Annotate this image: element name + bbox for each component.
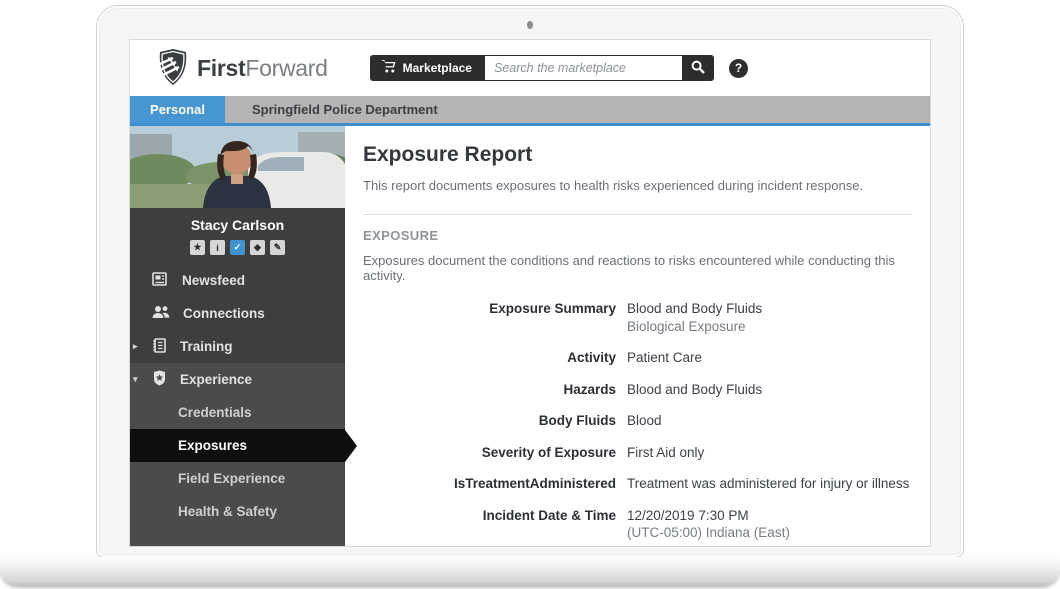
award-star-icon[interactable]: ★ <box>190 240 205 255</box>
field-value: Patient Care <box>627 350 703 366</box>
page-title: Exposure Report <box>363 143 533 166</box>
marketplace-search-bar: Marketplace ? <box>369 55 748 81</box>
laptop-frame: FirstForward Marketplace <box>96 5 964 558</box>
section-divider <box>363 214 912 215</box>
notebook-icon <box>152 337 167 356</box>
sub-item-label: Exposures <box>178 438 248 453</box>
shield-arrows-logo-icon <box>146 48 192 88</box>
newspaper-icon <box>152 271 169 290</box>
sidebar-item-connections[interactable]: Connections <box>130 297 345 330</box>
field-value: Blood and Body Fluids <box>627 381 763 397</box>
field-value-secondary: (UTC-05:00) Indiana (East) <box>627 525 790 541</box>
sidebar-item-newsfeed[interactable]: Newsfeed <box>130 264 345 297</box>
info-icon[interactable]: i <box>210 240 225 255</box>
webcam-icon <box>527 21 533 29</box>
brand-forward: Forward <box>245 54 328 81</box>
profile-badges: ★ i ✓ ◆ ✎ <box>130 240 345 255</box>
field-value: Blood and Body Fluids Biological Exposur… <box>627 300 912 335</box>
tab-springfield-police-department[interactable]: Springfield Police Department <box>252 102 438 117</box>
field-value-line: Blood and Body Fluids <box>627 301 763 316</box>
sidebar-item-exposures[interactable]: Exposures <box>130 429 357 462</box>
field-value: Treatment was administered for injury or… <box>627 476 910 492</box>
field-label: IsTreatmentAdministered <box>453 476 616 492</box>
sidebar-item-label: Newsfeed <box>182 273 246 288</box>
laptop-base <box>0 557 1060 586</box>
marketplace-search-input[interactable] <box>483 55 682 81</box>
tab-strip: Springfield Police Department <box>225 96 930 123</box>
brand-first: First <box>197 54 246 81</box>
sub-item-label: Credentials <box>178 405 252 420</box>
field-label: Exposure Summary <box>489 301 616 316</box>
field-label: Hazards <box>563 381 616 397</box>
cart-icon <box>381 60 396 76</box>
people-icon <box>152 305 170 322</box>
user-name: Stacy Carlson <box>190 217 285 233</box>
sidebar-item-label: Training <box>180 339 233 354</box>
shield-star-icon <box>152 370 167 389</box>
sidebar-item-credentials[interactable]: Credentials <box>130 396 345 429</box>
firstforward-logo[interactable]: FirstForward <box>146 48 328 88</box>
sidebar-item-training[interactable]: ▸ Training <box>130 330 345 363</box>
sidebar-item-experience[interactable]: ▾ Experience <box>130 363 345 396</box>
report-content: Exposure Report This report documents ex… <box>345 126 930 546</box>
help-button[interactable]: ? <box>728 58 748 78</box>
field-label: Activity <box>567 350 616 366</box>
chevron-right-icon: ▸ <box>133 341 138 351</box>
profile-photo <box>130 126 345 208</box>
app-window: FirstForward Marketplace <box>130 40 930 546</box>
field-label: Severity of Exposure <box>481 444 616 460</box>
marketplace-button-label: Marketplace <box>402 61 472 75</box>
section-heading: EXPOSURE <box>363 228 439 243</box>
field-list: Exposure Summary Blood and Body Fluids B… <box>363 300 912 542</box>
graduation-cap-icon[interactable]: ◆ <box>250 240 265 255</box>
verified-check-icon[interactable]: ✓ <box>230 240 245 255</box>
field-value-secondary: Biological Exposure <box>627 318 746 334</box>
sidebar-item-field-experience[interactable]: Field Experience <box>130 462 345 495</box>
field-value-line: 12/20/2019 7:30 PM <box>627 507 749 523</box>
field-value: 12/20/2019 7:30 PM (UTC-05:00) Indiana (… <box>627 507 912 542</box>
page-description: This report documents exposures to healt… <box>363 178 864 193</box>
sub-item-label: Health & Safety <box>178 504 278 519</box>
sidebar-item-health-safety[interactable]: Health & Safety <box>130 495 345 528</box>
marketplace-button[interactable]: Marketplace <box>369 55 484 81</box>
section-description: Exposures document the conditions and re… <box>363 253 895 283</box>
sidebar-item-label: Experience <box>180 372 253 387</box>
field-label: Body Fluids <box>538 413 616 429</box>
field-value: Blood <box>627 413 662 429</box>
search-icon <box>691 60 705 77</box>
edit-icon[interactable]: ✎ <box>270 240 285 255</box>
sub-item-label: Field Experience <box>178 471 286 486</box>
workspace-tabs: Personal Springfield Police Department <box>130 96 930 123</box>
app-header: FirstForward Marketplace <box>130 40 930 96</box>
sidebar-filler <box>130 528 345 546</box>
tab-accent-underline <box>130 123 930 126</box>
chevron-down-icon: ▾ <box>133 374 138 384</box>
search-button[interactable] <box>681 55 714 81</box>
brand-wordmark: FirstForward <box>197 55 328 82</box>
field-label: Incident Date & Time <box>482 507 616 523</box>
field-value: First Aid only <box>627 444 705 460</box>
sidebar: Stacy Carlson ★ i ✓ ◆ ✎ <box>130 126 357 546</box>
sidebar-item-label: Connections <box>183 306 265 321</box>
tab-personal[interactable]: Personal <box>130 96 225 123</box>
